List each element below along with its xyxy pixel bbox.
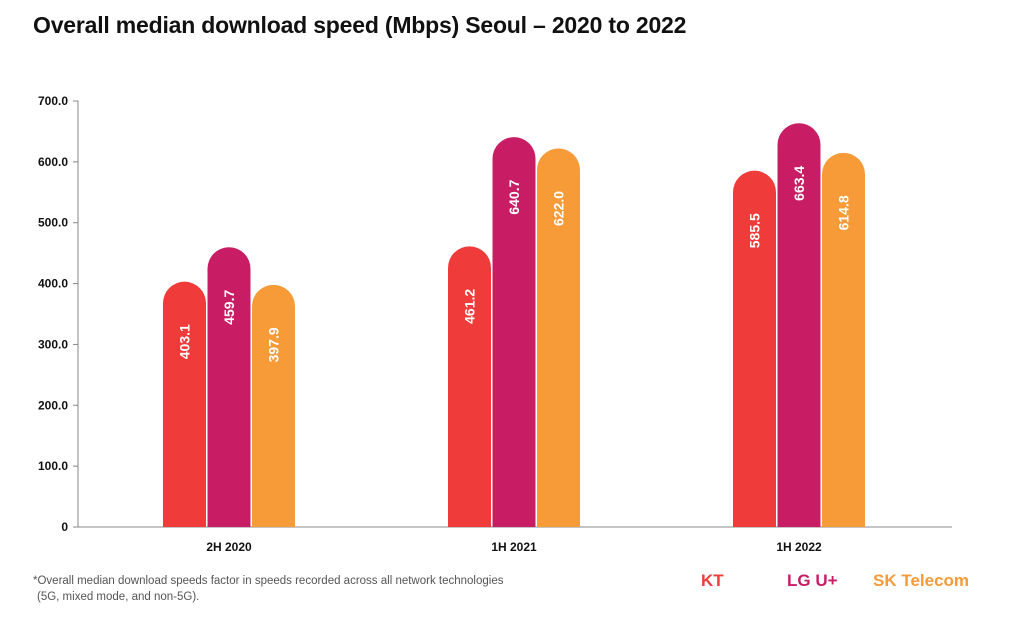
footnote-line-2: (5G, mixed mode, and non-5G). <box>37 591 200 603</box>
y-tick-label: 500.0 <box>38 216 68 230</box>
y-tick-label: 600.0 <box>38 155 68 169</box>
y-tick-label: 200.0 <box>38 398 68 412</box>
bar-sk-telecom <box>822 152 865 527</box>
y-tick-label: 0 <box>61 520 68 534</box>
bar-lg-u- <box>492 137 536 527</box>
x-tick-label: 1H 2021 <box>491 540 537 554</box>
bar-sk-telecom <box>537 148 580 527</box>
y-tick-label: 300.0 <box>38 337 68 351</box>
data-label: 459.7 <box>221 290 237 325</box>
data-label: 614.8 <box>836 195 852 230</box>
x-tick-label: 2H 2020 <box>206 540 252 554</box>
data-label: 585.5 <box>747 213 763 248</box>
bar-lg-u- <box>777 123 821 527</box>
data-label: 640.7 <box>506 179 522 214</box>
bar-kt <box>733 170 776 527</box>
bar-sk-telecom <box>252 284 295 527</box>
bar-lg-u- <box>207 247 251 528</box>
footnote: *Overall median download speeds factor i… <box>33 573 503 605</box>
data-label: 663.4 <box>791 166 807 201</box>
bar-kt <box>448 246 491 527</box>
y-tick-label: 400.0 <box>38 277 68 291</box>
legend-lg-uplus: LG U+ <box>787 571 838 590</box>
data-label: 397.9 <box>266 327 282 362</box>
data-label: 622.0 <box>551 191 567 226</box>
legend-sk-telecom: SK Telecom <box>873 571 970 590</box>
bar-kt <box>163 281 206 527</box>
data-label: 403.1 <box>177 324 193 359</box>
x-tick-label: 1H 2022 <box>776 540 822 554</box>
chart-title: Overall median download speed (Mbps) Seo… <box>33 12 687 38</box>
legend-kt: KT <box>701 571 724 590</box>
footnote-line-1: *Overall median download speeds factor i… <box>33 575 504 587</box>
y-tick-label: 100.0 <box>38 459 68 473</box>
y-tick-label: 700.0 <box>38 94 68 108</box>
data-label: 461.2 <box>462 289 478 324</box>
